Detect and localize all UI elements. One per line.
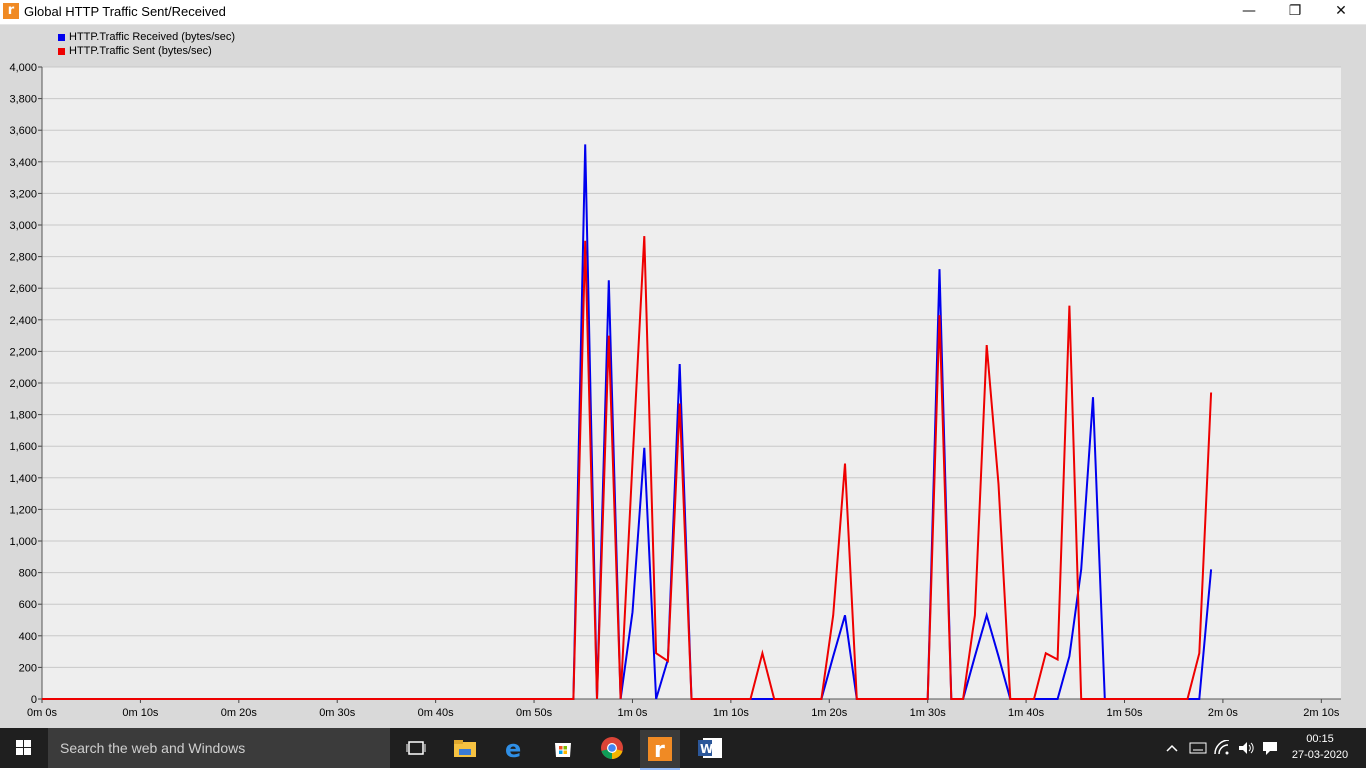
y-tick-label: 1,400 — [9, 473, 37, 485]
taskbar: Search the web and Windows e r W 00:15 2… — [0, 728, 1366, 770]
notifications-icon[interactable] — [1258, 734, 1282, 762]
legend-item-received: HTTP.Traffic Received (bytes/sec) — [58, 30, 235, 44]
y-tick-label: 3,800 — [9, 94, 37, 106]
window-title: Global HTTP Traffic Sent/Received — [24, 4, 226, 19]
y-tick-label: 1,800 — [9, 410, 37, 422]
y-tick-label: 1,000 — [9, 536, 37, 548]
app-logo-icon: r — [3, 3, 19, 19]
maximize-button[interactable]: ❐ — [1288, 3, 1302, 19]
x-tick-label: 0m 30s — [319, 707, 356, 719]
start-button[interactable] — [0, 728, 48, 768]
windows-logo-icon — [16, 740, 31, 755]
y-tick-label: 4,000 — [9, 62, 37, 74]
search-box[interactable]: Search the web and Windows — [48, 728, 390, 768]
y-tick-label: 2,800 — [9, 252, 37, 264]
legend-label-received: HTTP.Traffic Received (bytes/sec) — [69, 31, 236, 43]
series-line-sent — [42, 236, 1213, 700]
y-tick-label: 3,200 — [9, 188, 37, 200]
x-tick-label: 0m 50s — [516, 707, 553, 719]
x-tick-label: 2m 10s — [1303, 707, 1340, 719]
y-tick-label: 600 — [19, 599, 37, 611]
wifi-icon[interactable] — [1210, 734, 1234, 762]
svg-text:r: r — [654, 738, 665, 762]
x-tick-label: 1m 10s — [713, 707, 750, 719]
title-bar: r Global HTTP Traffic Sent/Received — ❐ … — [0, 0, 1366, 25]
line-chart: 0 200 400 600 800 1,000 1,200 1,400 1,600 1,800 2,… — [9, 62, 1341, 719]
edge-browser-icon[interactable]: e — [494, 734, 534, 762]
svg-text:W: W — [700, 742, 713, 756]
x-tick-label: 2m 0s — [1208, 707, 1238, 719]
chrome-icon[interactable] — [592, 734, 632, 762]
y-tick-label: 2,200 — [9, 346, 37, 358]
legend-swatch-received — [58, 33, 65, 41]
y-tick-label: 1,200 — [9, 504, 37, 516]
x-tick-label: 0m 40s — [418, 707, 455, 719]
store-icon[interactable] — [543, 734, 583, 762]
x-tick-label: 1m 40s — [1008, 707, 1045, 719]
y-tick-label: 200 — [19, 662, 37, 674]
close-button[interactable]: ✕ — [1335, 3, 1347, 19]
y-tick-label: 800 — [19, 568, 37, 580]
legend-label-sent: HTTP.Traffic Sent (bytes/sec) — [69, 45, 212, 57]
minimize-button[interactable]: — — [1242, 3, 1256, 19]
clock-date: 27-03-2020 — [1291, 749, 1349, 761]
x-tick-label: 1m 50s — [1106, 707, 1143, 719]
legend-item-sent: HTTP.Traffic Sent (bytes/sec) — [58, 44, 235, 58]
y-tick-label: 400 — [19, 631, 37, 643]
chart-panel: 0 200 400 600 800 1,000 1,200 1,400 1,600 1,800 2,… — [0, 25, 1366, 728]
clock-time: 00:15 — [1306, 733, 1334, 745]
y-tick-label: 1,600 — [9, 441, 37, 453]
r-app-icon[interactable]: r — [640, 730, 680, 770]
y-tick-label: 0 — [31, 694, 37, 706]
file-explorer-icon[interactable] — [445, 734, 485, 762]
system-clock[interactable]: 00:15 27-03-2020 — [1285, 731, 1355, 763]
y-tick-label: 2,600 — [9, 283, 37, 295]
y-tick-label: 3,000 — [9, 220, 37, 232]
x-tick-label: 1m 0s — [617, 707, 647, 719]
svg-text:e: e — [505, 736, 521, 760]
task-view-icon[interactable] — [396, 734, 436, 762]
keyboard-icon[interactable] — [1186, 734, 1210, 762]
chevron-up-icon[interactable] — [1160, 734, 1184, 762]
legend-swatch-sent — [58, 47, 65, 55]
x-tick-label: 1m 30s — [910, 707, 947, 719]
y-tick-label: 3,600 — [9, 125, 37, 137]
x-tick-label: 0m 0s — [27, 707, 57, 719]
y-tick-label: 2,000 — [9, 378, 37, 390]
y-tick-label: 2,400 — [9, 315, 37, 327]
volume-icon[interactable] — [1234, 734, 1258, 762]
search-placeholder: Search the web and Windows — [60, 740, 246, 756]
x-tick-label: 1m 20s — [811, 707, 848, 719]
x-tick-label: 0m 20s — [221, 707, 258, 719]
y-tick-label: 3,400 — [9, 157, 37, 169]
word-icon[interactable]: W — [690, 734, 730, 762]
chart-legend: HTTP.Traffic Received (bytes/sec) HTTP.T… — [58, 30, 235, 58]
x-tick-label: 0m 10s — [122, 707, 159, 719]
